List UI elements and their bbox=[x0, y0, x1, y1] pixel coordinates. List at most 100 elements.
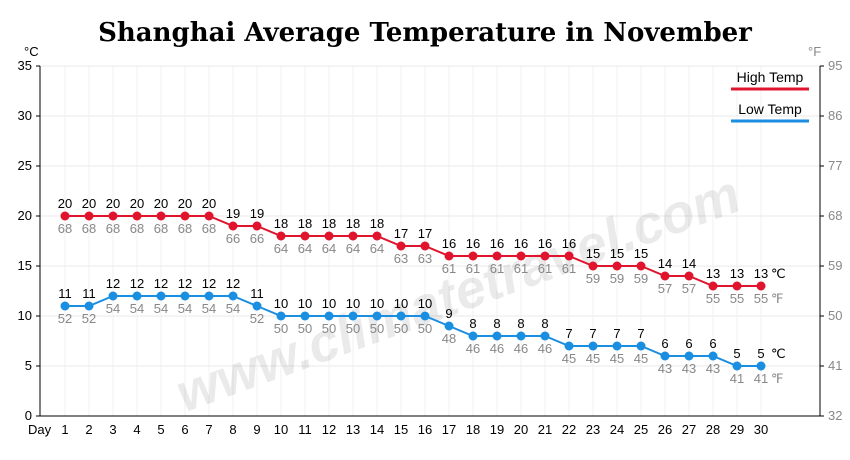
data-label-c: 14 bbox=[658, 256, 672, 271]
data-label-c: 12 bbox=[202, 276, 216, 291]
x-tick-label: 21 bbox=[538, 422, 552, 437]
y-right-tick-label: 32 bbox=[828, 408, 842, 423]
data-label-f: 45 bbox=[586, 351, 600, 366]
data-label-f: 59 bbox=[586, 271, 600, 286]
data-label-c: 11 bbox=[82, 286, 96, 301]
data-label-f: 52 bbox=[250, 311, 264, 326]
data-label-f: 54 bbox=[226, 301, 240, 316]
data-label-f: 41 bbox=[730, 371, 744, 386]
data-point bbox=[156, 291, 166, 301]
data-label-f: 50 bbox=[394, 321, 408, 336]
data-label-c: 7 bbox=[613, 326, 620, 341]
y-right-tick-label: 86 bbox=[828, 108, 842, 123]
data-label-f: 54 bbox=[178, 301, 192, 316]
x-tick-label: 14 bbox=[370, 422, 384, 437]
data-label-c: 10 bbox=[370, 296, 384, 311]
data-point bbox=[324, 311, 334, 321]
x-tick-label: 27 bbox=[682, 422, 696, 437]
data-label-c: 8 bbox=[541, 316, 548, 331]
data-label-c: 16 bbox=[538, 236, 552, 251]
data-point bbox=[132, 211, 142, 221]
legend-label: Low Temp bbox=[738, 101, 802, 117]
data-point bbox=[444, 321, 454, 331]
data-label-c: 15 bbox=[610, 246, 624, 261]
data-label-c: 6 bbox=[709, 336, 716, 351]
data-point bbox=[132, 291, 142, 301]
data-label-f: 55 bbox=[706, 291, 720, 306]
x-tick-label: 16 bbox=[418, 422, 432, 437]
x-tick-label: 18 bbox=[466, 422, 480, 437]
data-point bbox=[588, 261, 598, 271]
data-label-c: 19 bbox=[250, 206, 264, 221]
data-label-f: 45 bbox=[562, 351, 576, 366]
data-label-f: 46 bbox=[514, 341, 528, 356]
data-point bbox=[252, 301, 262, 311]
data-label-c: 16 bbox=[562, 236, 576, 251]
data-label-c: 13 bbox=[706, 266, 720, 281]
data-point bbox=[204, 291, 214, 301]
data-label-f: 68 bbox=[106, 221, 120, 236]
data-label-c: 12 bbox=[154, 276, 168, 291]
data-label-f: 52 bbox=[58, 311, 72, 326]
data-label-f: 68 bbox=[58, 221, 72, 236]
data-label-f: 59 bbox=[634, 271, 648, 286]
legend: High Temp Low Temp bbox=[731, 69, 809, 123]
data-point bbox=[684, 271, 694, 281]
data-label-f: 48 bbox=[442, 331, 456, 346]
data-label-c: 5 bbox=[733, 346, 740, 361]
x-tick-label: 5 bbox=[157, 422, 164, 437]
y-left-unit: °C bbox=[24, 44, 39, 59]
data-label-f: 43 bbox=[682, 361, 696, 376]
data-label-f: 50 bbox=[298, 321, 312, 336]
data-point bbox=[708, 281, 718, 291]
data-label-c: 20 bbox=[106, 196, 120, 211]
data-label-c: 16 bbox=[442, 236, 456, 251]
data-point bbox=[516, 331, 526, 341]
data-label-c: 12 bbox=[178, 276, 192, 291]
data-label-c: 16 bbox=[466, 236, 480, 251]
x-tick-label: 28 bbox=[706, 422, 720, 437]
data-point bbox=[252, 221, 262, 231]
x-tick-label: 6 bbox=[181, 422, 188, 437]
series-layer: 2068206820682068206820682068196619661864… bbox=[58, 196, 786, 386]
data-label-c: 6 bbox=[661, 336, 668, 351]
y-left-tick-label: 0 bbox=[25, 408, 32, 423]
data-point bbox=[372, 311, 382, 321]
data-label-f: 64 bbox=[274, 241, 288, 256]
data-label-c: 16 bbox=[514, 236, 528, 251]
x-tick-label: 24 bbox=[610, 422, 624, 437]
data-label-f: 54 bbox=[130, 301, 144, 316]
data-label-c: 20 bbox=[178, 196, 192, 211]
data-label-c: 9 bbox=[445, 306, 452, 321]
data-point bbox=[180, 211, 190, 221]
data-label-c: 13 bbox=[730, 266, 744, 281]
data-label-c: 15 bbox=[634, 246, 648, 261]
y-right-tick-label: 41 bbox=[828, 358, 842, 373]
data-label-f: 54 bbox=[202, 301, 216, 316]
data-label-f: 57 bbox=[682, 281, 696, 296]
data-label-f: 61 bbox=[466, 261, 480, 276]
data-point bbox=[636, 261, 646, 271]
x-tick-label: 22 bbox=[562, 422, 576, 437]
data-label-f: 55 bbox=[754, 291, 768, 306]
legend-item: Low Temp bbox=[731, 101, 809, 123]
data-point bbox=[180, 291, 190, 301]
data-label-c: 14 bbox=[682, 256, 696, 271]
data-point bbox=[612, 341, 622, 351]
data-point bbox=[204, 211, 214, 221]
data-label-c: 7 bbox=[637, 326, 644, 341]
y-left-tick-label: 25 bbox=[18, 158, 32, 173]
data-label-f: 61 bbox=[538, 261, 552, 276]
data-point bbox=[156, 211, 166, 221]
data-label-f: 68 bbox=[130, 221, 144, 236]
y-left-tick-label: 5 bbox=[25, 358, 32, 373]
data-label-f: 64 bbox=[346, 241, 360, 256]
y-left-tick-label: 30 bbox=[18, 108, 32, 123]
data-point bbox=[468, 331, 478, 341]
data-point bbox=[372, 231, 382, 241]
data-point bbox=[492, 251, 502, 261]
data-label-c: 10 bbox=[346, 296, 360, 311]
data-label-c: 8 bbox=[517, 316, 524, 331]
legend-item: High Temp bbox=[731, 69, 809, 91]
